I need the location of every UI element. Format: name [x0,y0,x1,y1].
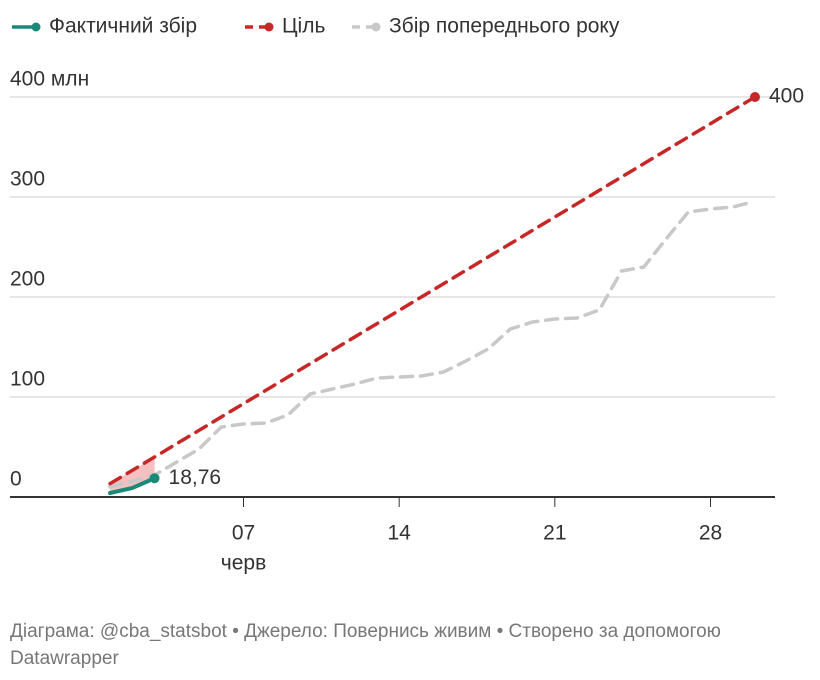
legend-label: Ціль [282,15,325,38]
legend-label: Збір попереднього року [389,15,620,38]
y-tick-label: 200 [10,268,45,291]
chart: 0 100 200 300 400 млн 07 черв 14 21 28 400 18,76 Фак… [10,15,804,575]
value-label: 18,76 [169,466,222,489]
y-tick-label: 100 [10,368,45,391]
end-dot [149,473,160,484]
legend-label: Фактичний збір [49,15,197,38]
x-tick-label: 14 [387,522,411,545]
footer: Діаграма: @cba_statsbot • Джерело: Повер… [10,621,721,669]
x-tick-label: 07 [232,522,255,545]
x-tick-label: 21 [543,522,566,545]
legend-dot [371,22,381,32]
line [108,95,757,486]
x-month-label: черв [221,552,266,575]
legend-dot [264,22,274,32]
x-tick-label: 28 [699,522,722,545]
value-label: 400 [769,85,804,108]
legend-dot [31,22,41,32]
line [108,476,157,495]
y-tick-label: 300 [10,168,45,191]
line [108,201,751,489]
y-tick-label: 400 млн [10,68,89,91]
end-dot [749,92,760,102]
y-tick-label: 0 [10,468,22,491]
